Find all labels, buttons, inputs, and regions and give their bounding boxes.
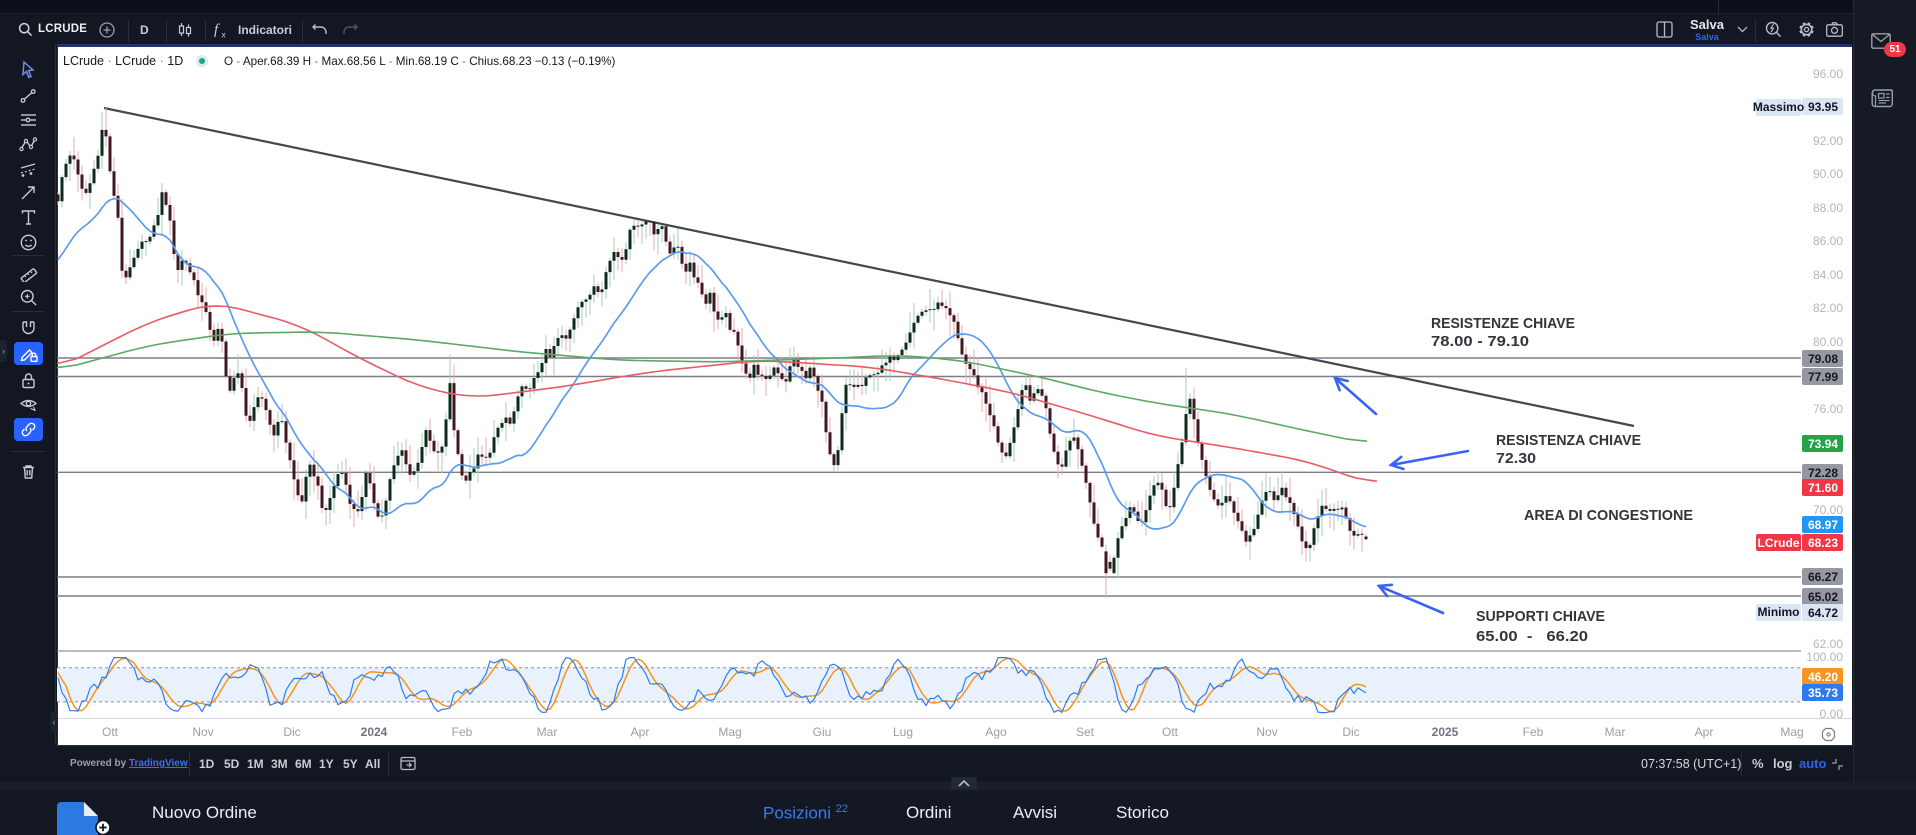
svg-text:x: x [222, 30, 227, 40]
svg-text:RESISTENZE CHIAVE: RESISTENZE CHIAVE [1431, 315, 1575, 332]
svg-text:f: f [214, 22, 220, 38]
svg-text:AREA DI CONGESTIONE: AREA DI CONGESTIONE [1524, 507, 1693, 524]
svg-text:78.00 - 79.10: 78.00 - 79.10 [1431, 333, 1529, 350]
svg-text:RESISTENZA CHIAVE: RESISTENZA CHIAVE [1496, 432, 1641, 449]
svg-text:65.00 - 66.20: 65.00 - 66.20 [1476, 628, 1588, 645]
svg-text:72.30: 72.30 [1496, 450, 1536, 467]
svg-text:SUPPORTI CHIAVE: SUPPORTI CHIAVE [1476, 608, 1605, 625]
